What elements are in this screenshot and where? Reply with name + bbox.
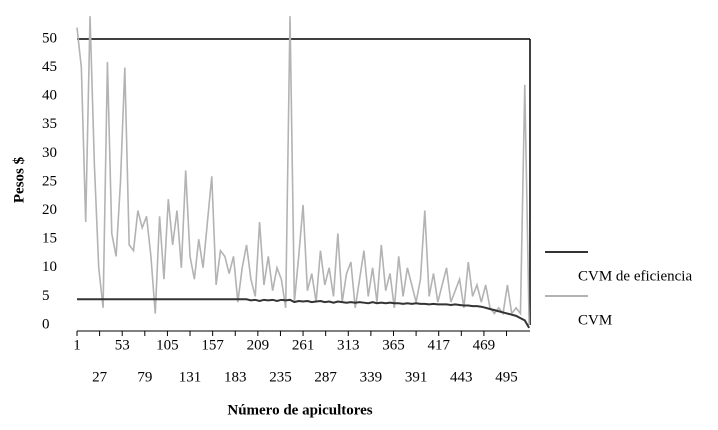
legend-label: CVM de eficiencia xyxy=(578,268,692,284)
x-tick-label: 339 xyxy=(360,369,383,385)
series-line xyxy=(76,16,530,326)
x-tick-label: 79 xyxy=(137,369,152,385)
x-tick-label: 157 xyxy=(201,337,224,353)
y-tick-label: 5 xyxy=(42,288,50,304)
x-tick-label: 469 xyxy=(473,337,496,353)
y-axis-title: Pesos $ xyxy=(11,156,27,203)
x-axis-title: Número de apicultores xyxy=(227,402,372,418)
y-tick-label: 10 xyxy=(42,259,57,275)
x-tick-label: 443 xyxy=(450,369,473,385)
x-tick-label: 27 xyxy=(92,369,108,385)
y-tick-label: 0 xyxy=(42,316,50,332)
x-tick-label: 235 xyxy=(269,369,292,385)
y-tick-label: 50 xyxy=(42,30,57,46)
y-tick-label: 45 xyxy=(42,59,57,75)
x-tick-label: 365 xyxy=(382,337,405,353)
x-tick-label: 313 xyxy=(337,337,360,353)
x-tick-label: 183 xyxy=(224,369,247,385)
x-tick-label: 417 xyxy=(427,337,450,353)
y-tick-label: 35 xyxy=(42,116,57,132)
x-tick-label: 209 xyxy=(247,337,270,353)
x-tick-label: 1 xyxy=(73,337,81,353)
y-tick-label: 15 xyxy=(42,231,57,247)
x-tick-label: 391 xyxy=(405,369,428,385)
x-tick-label: 495 xyxy=(495,369,518,385)
x-tick-label: 105 xyxy=(156,337,179,353)
legend-label: CVM xyxy=(578,312,612,328)
x-tick-label: 261 xyxy=(292,337,315,353)
y-tick-label: 30 xyxy=(42,145,57,161)
y-tick-label: 40 xyxy=(42,88,57,104)
x-tick-label: 287 xyxy=(314,369,337,385)
series-line xyxy=(77,298,530,329)
y-tick-label: 20 xyxy=(42,202,57,218)
x-tick-label: 131 xyxy=(179,369,202,385)
y-tick-label: 25 xyxy=(42,173,57,189)
x-tick-label: 53 xyxy=(115,337,130,353)
